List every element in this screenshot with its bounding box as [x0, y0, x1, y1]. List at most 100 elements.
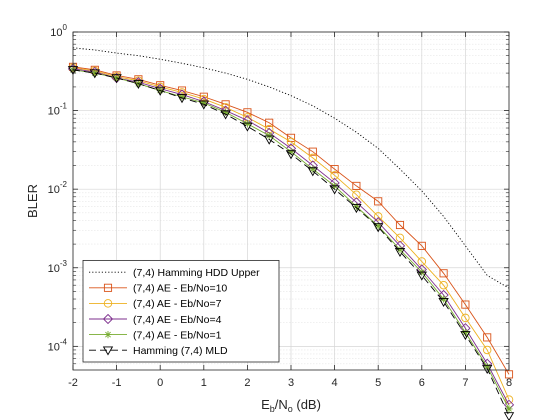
marker-triangle-down	[460, 331, 471, 341]
marker-triangle-down	[373, 223, 384, 233]
marker-circle	[504, 395, 514, 404]
x-axis-label: Eb/No (dB)	[261, 397, 321, 414]
marker-circle	[439, 280, 448, 290]
x-axis-label-mid: /N	[275, 397, 288, 412]
x-axis-label-unit: (dB)	[293, 397, 321, 412]
marker-circle	[461, 313, 470, 323]
legend-label: (7,4) AE - Eb/No=4	[133, 314, 222, 326]
marker-asterisk	[374, 222, 382, 230]
y-tick-label: 10-3	[48, 259, 68, 275]
y-tick-labels: 100 10-1 10-2 10-3 10-4	[48, 23, 68, 353]
marker-triangle-down	[155, 86, 166, 96]
marker-triangle-down	[220, 110, 231, 120]
marker-triangle-down	[242, 122, 253, 132]
marker-triangle-down	[482, 364, 493, 374]
marker-square	[461, 300, 470, 309]
marker-square	[374, 197, 383, 206]
marker-triangle-down	[351, 204, 362, 214]
x-tick-label: 3	[288, 377, 294, 389]
legend-entry: (7,4) AE - Eb/No=1	[89, 329, 222, 341]
marker-diamond	[102, 313, 114, 325]
marker-asterisk	[461, 328, 469, 337]
marker-square	[221, 100, 230, 109]
marker-triangle-down	[111, 74, 122, 84]
legend-label: (7,4) Hamming HDD Upper	[133, 267, 260, 279]
x-tick-label: 5	[375, 377, 381, 389]
marker-circle	[373, 212, 383, 221]
legend: (7,4) Hamming HDD Upper (7,4) AE - Eb/No=…	[82, 259, 280, 363]
marker-triangle-down	[89, 69, 100, 79]
x-tick-label: 4	[332, 377, 338, 389]
marker-circle	[482, 345, 492, 355]
y-tick-label: 10-1	[48, 102, 68, 118]
marker-triangle-down	[394, 247, 406, 258]
marker-square	[417, 241, 426, 250]
marker-triangle-down	[329, 185, 340, 195]
y-tick-label: 100	[50, 23, 67, 39]
x-tick-label: 7	[462, 377, 468, 389]
marker-asterisk	[440, 295, 448, 303]
marker-circle	[286, 137, 296, 147]
marker-triangle-down	[264, 135, 275, 145]
marker-asterisk	[396, 246, 404, 254]
marker-asterisk	[505, 405, 513, 413]
y-tick-label: 10-4	[48, 337, 68, 353]
x-tick-label: 6	[419, 377, 425, 389]
legend-entry: (7,4) AE - Eb/No=10	[89, 283, 227, 295]
marker-asterisk	[222, 108, 230, 116]
marker-asterisk	[309, 165, 317, 173]
marker-triangle-down	[198, 100, 209, 110]
marker-square	[504, 370, 514, 379]
marker-triangle-down	[438, 297, 449, 307]
marker-asterisk	[287, 148, 295, 156]
marker-triangle-down	[102, 346, 114, 356]
marker-triangle-down	[307, 167, 318, 177]
legend-label: (7,4) AE - Eb/No=10	[133, 283, 227, 295]
legend-entry: (7,4) AE - Eb/No=7	[89, 298, 222, 310]
x-tick-label: -2	[68, 377, 78, 389]
marker-asterisk	[104, 331, 112, 339]
y-tick-label: 10-2	[48, 180, 68, 196]
x-tick-labels: -2 -1 0 1 2 3 4 5 6 7 8	[68, 377, 512, 389]
series-line	[72, 47, 510, 289]
series-line	[72, 67, 510, 400]
marker-square	[103, 283, 113, 292]
marker-circle	[330, 171, 339, 180]
marker-square	[439, 269, 448, 278]
legend-label: (7,4) AE - Eb/No=1	[133, 329, 222, 341]
x-tick-label: 2	[244, 377, 250, 389]
x-tick-label: -1	[112, 377, 122, 389]
tick-marks	[72, 31, 510, 370]
x-tick-label: 0	[157, 377, 163, 389]
legend-label: (7,4) AE - Eb/No=7	[133, 298, 222, 310]
marker-triangle-down	[176, 94, 188, 104]
legend-entry: Hamming (7,4) MLD	[89, 345, 228, 357]
marker-square	[308, 147, 317, 156]
marker-asterisk	[352, 203, 360, 211]
marker-square	[395, 220, 405, 230]
marker-square	[352, 181, 361, 190]
x-axis-label-sub2: o	[288, 404, 293, 414]
x-axis-label-sub1: b	[270, 404, 275, 414]
x-tick-label: 8	[506, 377, 512, 389]
marker-asterisk	[178, 93, 186, 101]
marker-circle	[352, 190, 361, 199]
legend-box	[82, 259, 280, 363]
series-line	[72, 69, 510, 417]
legend-label: Hamming (7,4) MLD	[133, 345, 228, 357]
x-tick-label: 1	[201, 377, 207, 389]
marker-circle	[308, 153, 318, 163]
marker-triangle-down	[503, 412, 515, 420]
series-5	[67, 66, 515, 420]
marker-square	[483, 333, 492, 342]
marker-square	[330, 165, 339, 174]
marker-circle	[103, 299, 113, 308]
marker-square	[265, 118, 274, 127]
legend-entry: (7,4) AE - Eb/No=4	[89, 314, 222, 326]
legend-entry: (7,4) Hamming HDD Upper	[89, 267, 260, 279]
marker-asterisk	[265, 132, 273, 140]
marker-triangle-down	[416, 271, 427, 281]
marker-triangle-down	[285, 150, 297, 160]
series-0	[72, 47, 510, 289]
